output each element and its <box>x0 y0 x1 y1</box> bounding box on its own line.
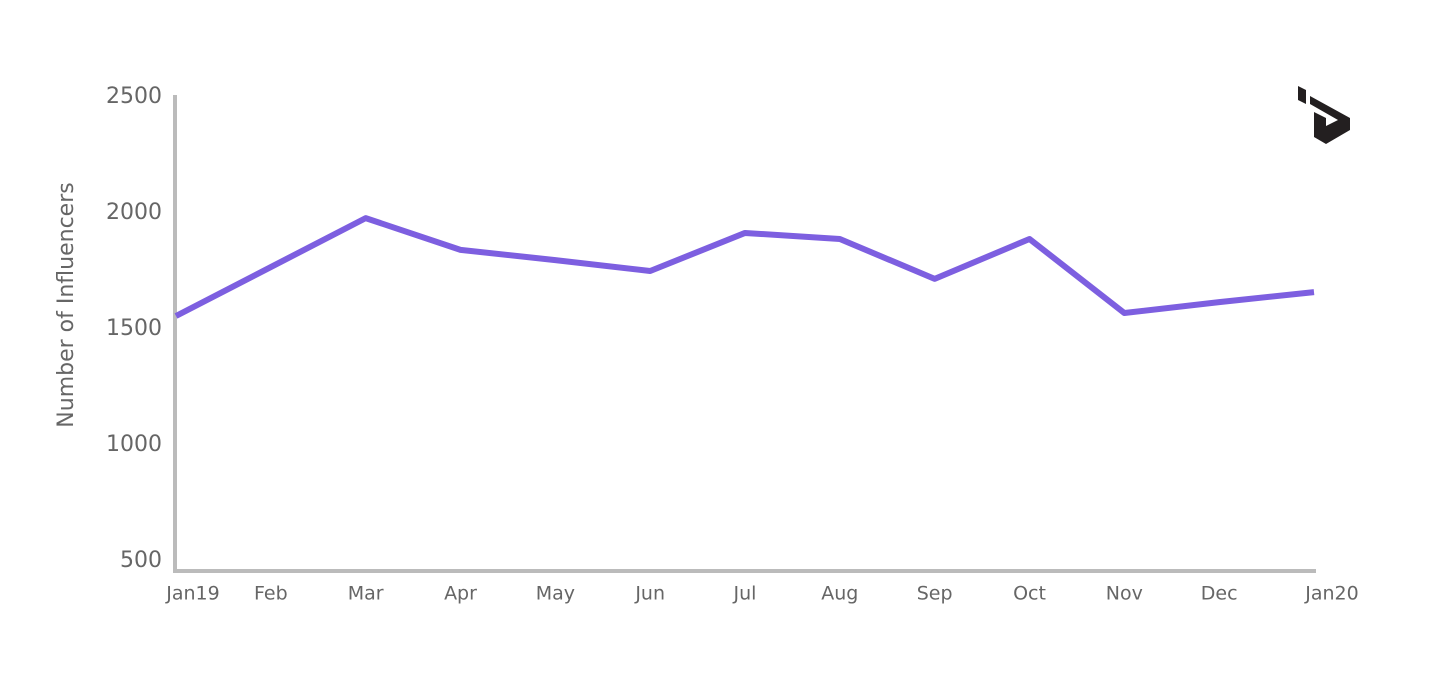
x-tick-label: Dec <box>1201 583 1238 605</box>
x-tick-label: May <box>536 583 575 605</box>
y-tick-label: 1500 <box>106 316 162 341</box>
logo <box>1298 86 1350 144</box>
x-tick-label: Aug <box>821 583 858 605</box>
x-tick-label: Apr <box>444 583 477 605</box>
y-tick-label: 2500 <box>106 84 162 109</box>
y-tick-label: 2000 <box>106 200 162 225</box>
x-tick-label: Jul <box>733 583 757 605</box>
y-tick-label: 1000 <box>106 432 162 457</box>
x-tick-label: Mar <box>348 583 384 605</box>
x-tick-label: Oct <box>1013 583 1046 605</box>
line <box>174 215 1315 319</box>
x-tick-label: Feb <box>254 583 288 605</box>
x-tick-label: Sep <box>917 583 953 605</box>
x-tick-label: Jun <box>634 583 665 605</box>
x-tick-label: Jan19 <box>165 583 219 605</box>
x-tick-label: Jan20 <box>1304 583 1358 605</box>
y-axis-label: Number of Influencers <box>54 182 79 427</box>
y-tick-label: 500 <box>120 548 162 573</box>
x-tick-label: Nov <box>1106 583 1143 605</box>
